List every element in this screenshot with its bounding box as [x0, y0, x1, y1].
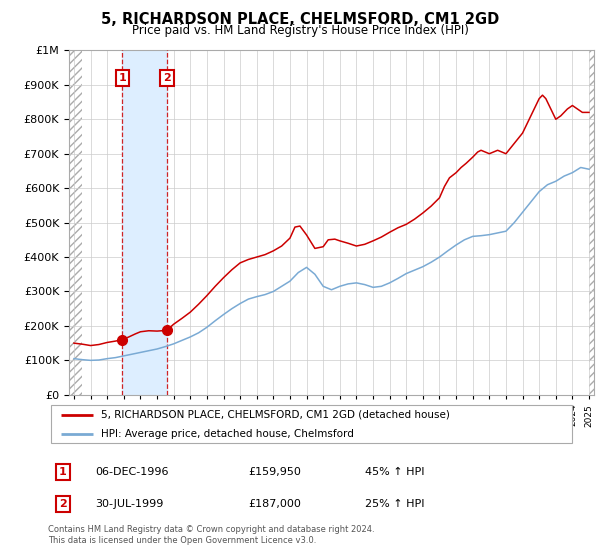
Bar — [69, 50, 82, 395]
Text: 5, RICHARDSON PLACE, CHELMSFORD, CM1 2GD (detached house): 5, RICHARDSON PLACE, CHELMSFORD, CM1 2GD… — [101, 409, 449, 419]
Text: 1: 1 — [119, 73, 127, 83]
Text: HPI: Average price, detached house, Chelmsford: HPI: Average price, detached house, Chel… — [101, 429, 353, 439]
Text: 1: 1 — [59, 466, 67, 477]
Text: 2: 2 — [59, 499, 67, 509]
FancyBboxPatch shape — [50, 405, 572, 443]
Bar — [122, 50, 167, 395]
Text: This data is licensed under the Open Government Licence v3.0.: This data is licensed under the Open Gov… — [48, 536, 316, 545]
Text: 5, RICHARDSON PLACE, CHELMSFORD, CM1 2GD: 5, RICHARDSON PLACE, CHELMSFORD, CM1 2GD — [101, 12, 499, 27]
Text: 2: 2 — [163, 73, 170, 83]
Text: 30-JUL-1999: 30-JUL-1999 — [95, 499, 164, 509]
Text: 25% ↑ HPI: 25% ↑ HPI — [365, 499, 424, 509]
Text: Price paid vs. HM Land Registry's House Price Index (HPI): Price paid vs. HM Land Registry's House … — [131, 24, 469, 36]
Text: £159,950: £159,950 — [248, 466, 302, 477]
Text: Contains HM Land Registry data © Crown copyright and database right 2024.: Contains HM Land Registry data © Crown c… — [48, 525, 374, 534]
Text: £187,000: £187,000 — [248, 499, 302, 509]
Text: 06-DEC-1996: 06-DEC-1996 — [95, 466, 169, 477]
Bar — [589, 50, 594, 395]
Text: 45% ↑ HPI: 45% ↑ HPI — [365, 466, 424, 477]
